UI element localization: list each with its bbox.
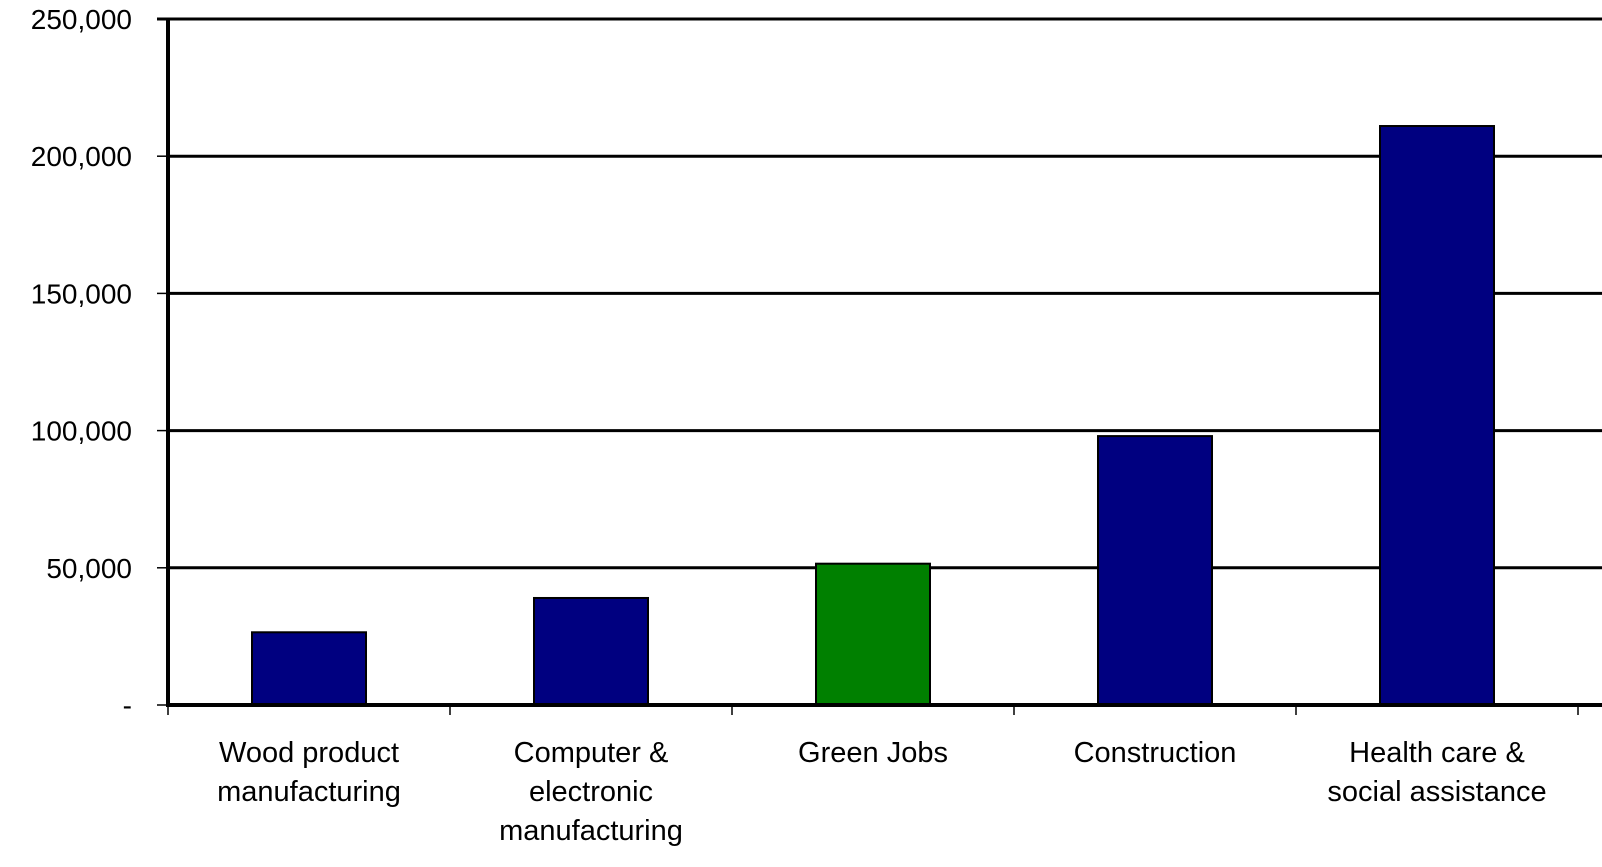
x-category-label-line: social assistance — [1327, 776, 1546, 808]
x-category-label-line: manufacturing — [499, 815, 683, 847]
x-category-label: Wood product manufacturing — [217, 737, 401, 808]
bar — [251, 631, 367, 706]
axes — [157, 17, 1602, 715]
x-category-label-line: manufacturing — [217, 776, 401, 808]
x-category-label: Computer & electronic manufacturing — [499, 737, 683, 847]
y-tick-label: - — [123, 690, 132, 721]
bars — [251, 125, 1495, 707]
x-category-label-line: Wood product — [219, 737, 399, 769]
y-tick-label: 250,000 — [31, 4, 132, 35]
bar — [1379, 125, 1495, 707]
y-tick-label: 150,000 — [31, 278, 132, 309]
x-category-label-line: electronic — [529, 776, 653, 808]
bar — [533, 596, 649, 707]
x-category-label-line: Construction — [1074, 737, 1237, 769]
bar — [1097, 435, 1213, 706]
x-category-label: Construction — [1074, 737, 1237, 769]
y-axis-tick-labels: - 50,000 100,000 150,000 200,000 250,000 — [31, 4, 132, 721]
x-category-label: Health care & social assistance — [1327, 737, 1546, 808]
x-category-label-line: Health care & — [1349, 737, 1525, 769]
x-axis-category-labels: Wood product manufacturing Computer & elect… — [217, 737, 1547, 847]
y-tick-label: 50,000 — [46, 553, 132, 584]
y-tick-label: 100,000 — [31, 416, 132, 447]
y-tick-label: 200,000 — [31, 141, 132, 172]
x-category-label-line: Computer & — [514, 737, 669, 769]
x-category-label-line: Green Jobs — [798, 737, 948, 769]
x-category-label: Green Jobs — [798, 737, 948, 769]
bar — [815, 562, 931, 707]
